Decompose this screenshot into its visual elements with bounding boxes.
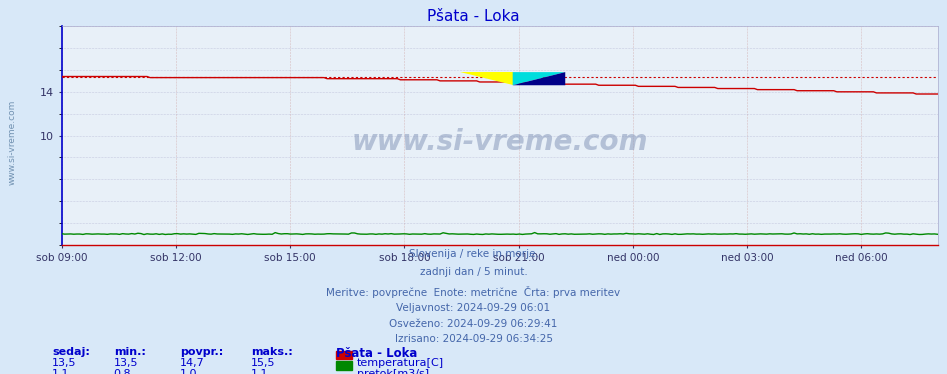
Text: Slovenija / reke in morje.: Slovenija / reke in morje. <box>408 249 539 259</box>
Text: Pšata - Loka: Pšata - Loka <box>336 347 418 360</box>
Text: 1,1: 1,1 <box>251 369 268 374</box>
Text: www.si-vreme.com: www.si-vreme.com <box>351 128 648 156</box>
Text: Veljavnost: 2024-09-29 06:01: Veljavnost: 2024-09-29 06:01 <box>397 303 550 313</box>
Text: www.si-vreme.com: www.si-vreme.com <box>8 99 17 185</box>
Text: 15,5: 15,5 <box>251 358 276 368</box>
Text: temperatura[C]: temperatura[C] <box>357 358 444 368</box>
Text: 13,5: 13,5 <box>114 358 138 368</box>
Text: 1,0: 1,0 <box>180 369 197 374</box>
Text: sedaj:: sedaj: <box>52 347 90 357</box>
Polygon shape <box>512 72 565 85</box>
Polygon shape <box>460 72 512 85</box>
Text: Meritve: povprečne  Enote: metrične  Črta: prva meritev: Meritve: povprečne Enote: metrične Črta:… <box>327 286 620 298</box>
Text: 1,1: 1,1 <box>52 369 69 374</box>
Text: zadnji dan / 5 minut.: zadnji dan / 5 minut. <box>420 267 527 278</box>
Polygon shape <box>512 72 565 85</box>
Text: Osveženo: 2024-09-29 06:29:41: Osveženo: 2024-09-29 06:29:41 <box>389 319 558 329</box>
Text: povpr.:: povpr.: <box>180 347 223 357</box>
Text: Pšata - Loka: Pšata - Loka <box>427 9 520 24</box>
Text: 13,5: 13,5 <box>52 358 77 368</box>
Text: 14,7: 14,7 <box>180 358 205 368</box>
Text: Izrisano: 2024-09-29 06:34:25: Izrisano: 2024-09-29 06:34:25 <box>395 334 552 344</box>
Text: pretok[m3/s]: pretok[m3/s] <box>357 369 429 374</box>
Text: maks.:: maks.: <box>251 347 293 357</box>
Text: min.:: min.: <box>114 347 146 357</box>
Text: 0,8: 0,8 <box>114 369 132 374</box>
